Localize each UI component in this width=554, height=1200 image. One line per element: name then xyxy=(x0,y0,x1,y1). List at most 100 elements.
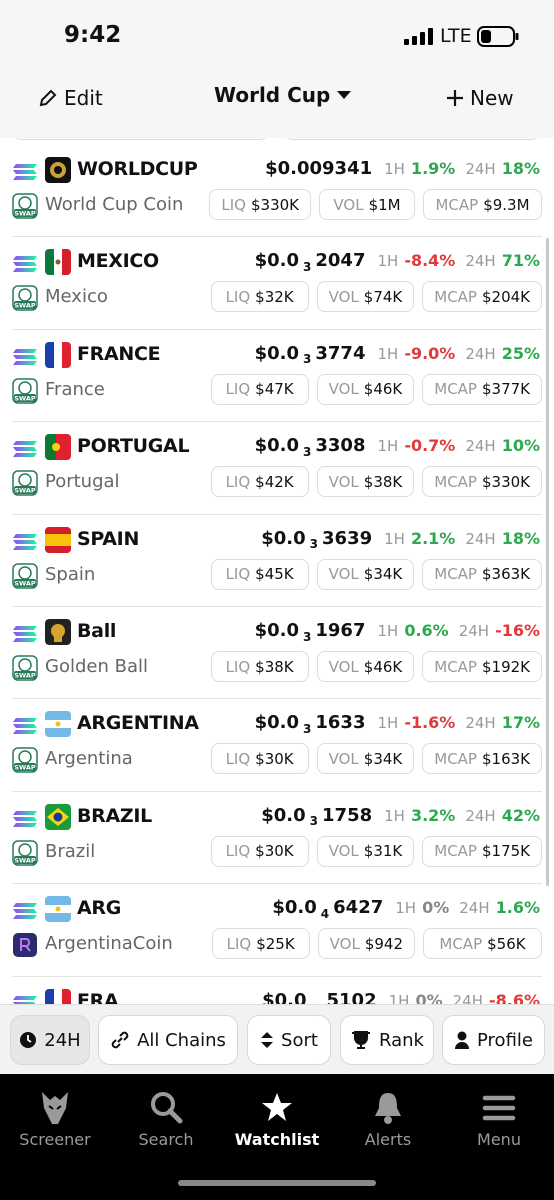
volume-label: VOL xyxy=(328,657,359,676)
h24-change: 1.6% xyxy=(495,898,540,918)
toolbar-button[interactable]: 24H xyxy=(10,1015,90,1065)
volume-pill: VOL $942 xyxy=(317,928,415,960)
liquidity-label: LIQ xyxy=(225,842,251,861)
token-icon xyxy=(45,526,71,557)
tab[interactable]: Screener xyxy=(0,1090,110,1149)
token-row[interactable]: SWAP FRANCE France $0.0 3 3774 1H -9.0% 24H 25% LI… xyxy=(12,330,542,423)
price: $0.0 3 1967 xyxy=(255,620,366,644)
stats: LIQ $45K VOL $34K MCAP $363K xyxy=(210,558,542,590)
toolbar-button[interactable]: Profile xyxy=(442,1015,545,1065)
price-main: $0.0 xyxy=(254,435,300,457)
watchlist-selector[interactable]: World Cup xyxy=(214,83,352,107)
new-label: New xyxy=(470,86,514,110)
price-main: $0.0 xyxy=(262,989,307,1004)
tab[interactable]: Alerts xyxy=(333,1090,443,1149)
token-list: SWAP WORLDCUP World Cup Coin $0.009341 1H 1.9… xyxy=(0,138,554,1004)
token-row[interactable]: ARG ArgentinaCoin $0.0 4 6427 1H 0% 24H 1.6% LIQ $… xyxy=(12,884,542,977)
volume-value: $1M xyxy=(368,195,401,214)
token-name: Golden Ball xyxy=(45,656,148,677)
token-name: France xyxy=(45,378,105,400)
price-line: $0.0 4 6427 1H 0% 24H 1.6% xyxy=(272,897,540,921)
stats: LIQ $30K VOL $34K MCAP $163K xyxy=(210,743,542,775)
price-digits: 2047 xyxy=(315,250,366,272)
token-row[interactable]: SWAP Ball Golden Ball $0.0 3 1967 1H 0.6% 24H -16… xyxy=(12,607,542,700)
market-cap-pill: MCAP $363K xyxy=(422,558,542,590)
market-cap-label: MCAP xyxy=(435,195,479,214)
token-row[interactable]: SWAP MEXICO Mexico $0.0 3 2047 1H -8.4% 24H 71% LI… xyxy=(12,237,542,330)
h24-label: 24H xyxy=(459,899,490,918)
token-row[interactable]: SWAP WORLDCUP World Cup Coin $0.009341 1H 1.9… xyxy=(12,145,542,238)
toolbar-button[interactable]: All Chains xyxy=(98,1015,238,1065)
tab[interactable]: Menu xyxy=(444,1090,554,1149)
price-digits: 6427 xyxy=(333,897,384,919)
token-name: ArgentinaCoin xyxy=(45,933,173,955)
price: $0.0 3 3308 xyxy=(255,435,366,459)
edit-button[interactable]: Edit xyxy=(38,86,103,110)
h24-label: 24H xyxy=(465,252,496,271)
dex-icon: SWAP xyxy=(12,378,38,408)
new-button[interactable]: New xyxy=(446,86,514,110)
price-main: $0.009341 xyxy=(265,158,373,179)
liquidity-label: LIQ xyxy=(226,934,252,953)
chain-icon xyxy=(12,532,38,556)
token-row[interactable]: FRA $0.0 5102 1H 0% 24H -8.6% xyxy=(12,977,542,1004)
liquidity-value: $25K xyxy=(256,934,295,953)
price-main: $0.0 xyxy=(261,804,306,826)
volume-label: VOL xyxy=(328,749,359,768)
h24-change: 25% xyxy=(501,343,540,363)
price-main: $0.0 xyxy=(272,897,317,919)
token-icon xyxy=(45,988,71,1004)
token-icon xyxy=(45,711,71,741)
price-zero-count: 3 xyxy=(309,814,319,829)
toolbar-button[interactable]: Sort xyxy=(247,1015,331,1065)
token-icon xyxy=(45,157,71,187)
market-cap-value: $192K xyxy=(481,657,530,676)
chain-icon xyxy=(12,254,38,278)
liquidity-pill: LIQ $30K xyxy=(210,743,309,775)
tab[interactable]: Search xyxy=(111,1090,221,1149)
tab[interactable]: Watchlist xyxy=(222,1090,332,1149)
toolbar-button[interactable]: Rank xyxy=(340,1015,434,1065)
h1-change: -0.7% xyxy=(404,436,456,456)
price: $0.0 4 6427 xyxy=(272,897,383,921)
h1-label: 1H xyxy=(377,344,399,363)
token-row[interactable]: SWAP SPAIN Spain $0.0 3 3639 1H 2.1% 24H 18% LIQ $4… xyxy=(12,515,542,607)
liquidity-pill: LIQ $38K xyxy=(210,651,309,682)
h24-change: 18% xyxy=(501,159,540,178)
stats: LIQ $42K VOL $38K MCAP $330K xyxy=(210,466,542,498)
h24-change: 10% xyxy=(501,436,540,456)
h24-change: 42% xyxy=(501,805,540,825)
stats: LIQ $38K VOL $46K MCAP $192K xyxy=(210,651,542,682)
volume-pill: VOL $38K xyxy=(316,466,415,498)
token-row[interactable]: SWAP PORTUGAL Portugal $0.0 3 3308 1H -0.7% 24H 1… xyxy=(12,422,542,515)
volume-label: VOL xyxy=(328,842,359,861)
h24-label: 24H xyxy=(465,714,496,733)
market-cap-pill: MCAP $204K xyxy=(422,281,542,313)
token-row[interactable]: SWAP BRAZIL Brazil $0.0 3 1758 1H 3.2% 24H 42% LIQ… xyxy=(12,792,542,885)
token-name: Portugal xyxy=(45,471,120,493)
market-cap-label: MCAP xyxy=(434,565,477,584)
h1-change: -9.0% xyxy=(404,343,456,363)
token-symbol: PORTUGAL xyxy=(77,435,190,458)
price: $0.009341 xyxy=(265,158,372,179)
market-cap-value: $9.3M xyxy=(483,195,530,214)
price-line: $0.0 3 3308 1H -0.7% 24H 10% xyxy=(255,435,540,459)
svg-text:SWAP: SWAP xyxy=(14,764,36,772)
tab-label: Screener xyxy=(19,1130,91,1149)
filter-box-edge xyxy=(283,138,541,140)
h24-label: 24H xyxy=(458,622,490,640)
token-row[interactable]: SWAP ARGENTINA Argentina $0.0 3 1633 1H -1.6% 24… xyxy=(12,699,542,792)
dex-icon xyxy=(12,932,38,962)
stats: LIQ $30K VOL $31K MCAP $175K xyxy=(210,835,542,867)
toolbar-label: Sort xyxy=(281,1029,318,1051)
price: $0.0 3 2047 xyxy=(255,250,366,274)
volume-value: $46K xyxy=(363,657,403,676)
tab-label: Watchlist xyxy=(234,1130,320,1149)
volume-pill: VOL $34K xyxy=(316,743,415,775)
chain-icon xyxy=(12,994,38,1004)
liquidity-pill: LIQ $330K xyxy=(209,189,311,220)
h24-change: 17% xyxy=(501,713,540,733)
time: 9:42 xyxy=(64,22,122,48)
chain-icon xyxy=(12,716,38,740)
